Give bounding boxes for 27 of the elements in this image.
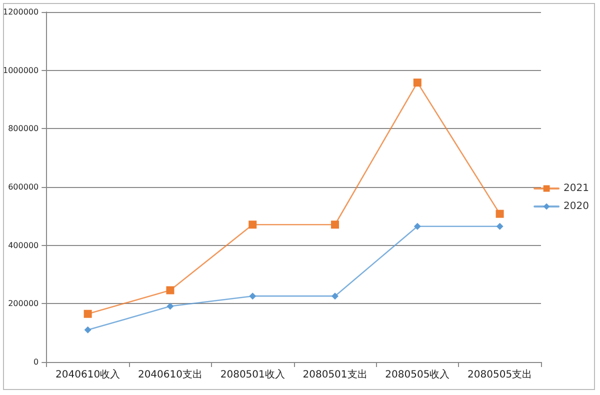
y-tick-label: 600000 <box>8 182 39 192</box>
y-tick-label: 0 <box>34 358 39 366</box>
x-tick-label: 2080505收入 <box>385 368 450 380</box>
point <box>166 286 174 294</box>
legend-label: 2021 <box>564 183 590 194</box>
point <box>248 220 257 229</box>
y-tick-label: 200000 <box>8 299 39 308</box>
point <box>84 310 92 318</box>
y-tick-label: 800000 <box>8 124 39 134</box>
y-tick-label: 1200000 <box>2 8 39 16</box>
point <box>84 326 92 334</box>
legend-label: 2020 <box>564 201 590 212</box>
x-tick-label: 2080501支出 <box>302 368 368 380</box>
point <box>496 210 504 218</box>
y-tick-label: 400000 <box>8 240 39 250</box>
point <box>413 78 422 87</box>
x-tick-label: 2080505支出 <box>468 368 532 380</box>
point <box>496 222 504 230</box>
x-tick-label: 2040610支出 <box>138 368 202 380</box>
x-tick-label: 2040610收入 <box>56 368 120 380</box>
point <box>414 222 421 230</box>
y-tick-label: 1000000 <box>2 66 39 75</box>
point <box>331 220 340 229</box>
point <box>166 302 174 310</box>
x-tick-label: 2080501收入 <box>220 368 285 380</box>
point <box>249 292 256 300</box>
point <box>332 292 339 300</box>
